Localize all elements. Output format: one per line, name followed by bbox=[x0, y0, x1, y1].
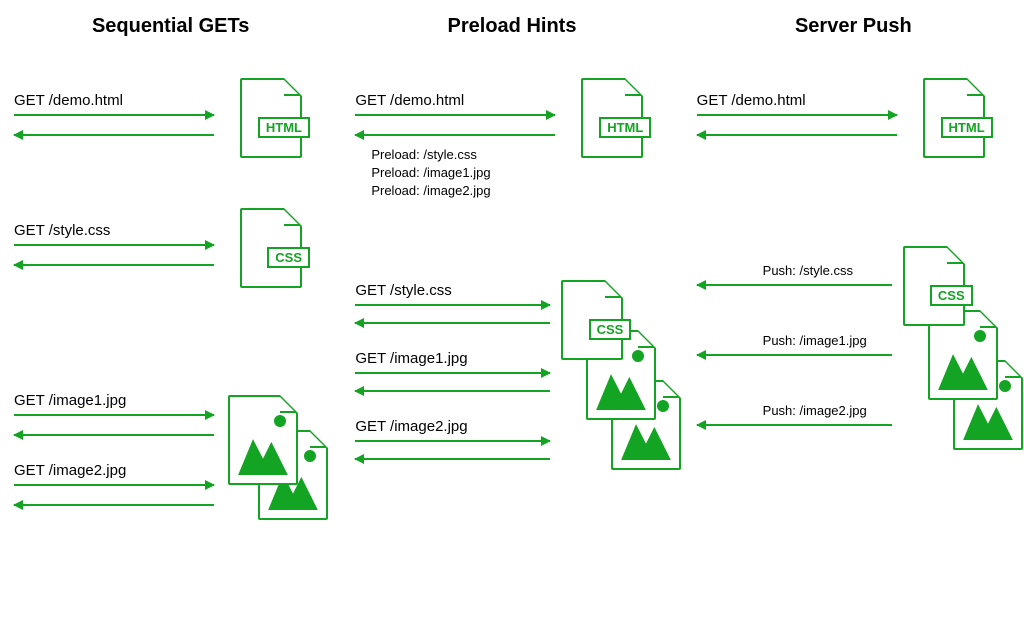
arrow-response bbox=[14, 264, 214, 266]
doc-html-icon: HTML bbox=[581, 78, 643, 158]
doc-tag: HTML bbox=[258, 117, 310, 138]
arrow-response bbox=[355, 322, 550, 324]
request-label: GET /style.css bbox=[355, 282, 451, 299]
arrow-push bbox=[697, 424, 892, 426]
doc-tag: CSS bbox=[930, 285, 973, 306]
request-label: GET /demo.html bbox=[697, 92, 806, 109]
arrow-request bbox=[14, 414, 214, 416]
arrow-response bbox=[14, 434, 214, 436]
preload-hint: Preload: /image1.jpg bbox=[371, 164, 490, 182]
doc-tag: CSS bbox=[267, 247, 310, 268]
doc-tag: HTML bbox=[599, 117, 651, 138]
doc-css-icon: CSS bbox=[561, 280, 623, 360]
request-label: GET /image2.jpg bbox=[355, 418, 467, 435]
arrow-push bbox=[697, 354, 892, 356]
doc-image-icon bbox=[228, 395, 298, 485]
arrow-request bbox=[355, 114, 555, 116]
mountain-icon bbox=[238, 428, 288, 475]
column-title: Sequential GETs bbox=[10, 15, 331, 38]
arrow-response bbox=[697, 134, 897, 136]
doc-html-icon: HTML bbox=[240, 78, 302, 158]
arrow-response bbox=[355, 134, 555, 136]
arrow-response bbox=[14, 504, 214, 506]
doc-css-icon: CSS bbox=[240, 208, 302, 288]
doc-tag: HTML bbox=[941, 117, 993, 138]
mountain-icon bbox=[596, 363, 646, 410]
column-title: Server Push bbox=[693, 15, 1014, 38]
doc-tag: CSS bbox=[589, 319, 632, 340]
arrow-push bbox=[697, 284, 892, 286]
arrow-request bbox=[355, 440, 550, 442]
arrow-request bbox=[14, 484, 214, 486]
request-label: GET /demo.html bbox=[355, 92, 464, 109]
arrow-response bbox=[14, 134, 214, 136]
push-label: Push: /image1.jpg bbox=[763, 332, 867, 350]
arrow-response bbox=[355, 458, 550, 460]
arrow-request bbox=[14, 114, 214, 116]
request-label: GET /style.css bbox=[14, 222, 110, 239]
mountain-icon bbox=[938, 343, 988, 390]
push-label: Push: /image2.jpg bbox=[763, 402, 867, 420]
arrow-response bbox=[355, 390, 550, 392]
column-preload: Preload Hints GET /demo.html HTML Preloa… bbox=[341, 0, 682, 622]
push-label: Push: /style.css bbox=[763, 262, 853, 280]
arrow-request bbox=[697, 114, 897, 116]
preload-hint: Preload: /style.css bbox=[371, 146, 477, 164]
preload-hint: Preload: /image2.jpg bbox=[371, 182, 490, 200]
request-label: GET /image1.jpg bbox=[355, 350, 467, 367]
request-label: GET /image2.jpg bbox=[14, 462, 126, 479]
column-sequential: Sequential GETs GET /demo.html HTML GET … bbox=[0, 0, 341, 622]
arrow-request bbox=[14, 244, 214, 246]
doc-css-icon: CSS bbox=[903, 246, 965, 326]
diagram-root: Sequential GETs GET /demo.html HTML GET … bbox=[0, 0, 1024, 622]
arrow-request bbox=[355, 304, 550, 306]
arrow-request bbox=[355, 372, 550, 374]
doc-html-icon: HTML bbox=[923, 78, 985, 158]
column-title: Preload Hints bbox=[351, 15, 672, 38]
request-label: GET /demo.html bbox=[14, 92, 123, 109]
request-label: GET /image1.jpg bbox=[14, 392, 126, 409]
column-push: Server Push GET /demo.html HTML Push: /s… bbox=[683, 0, 1024, 622]
